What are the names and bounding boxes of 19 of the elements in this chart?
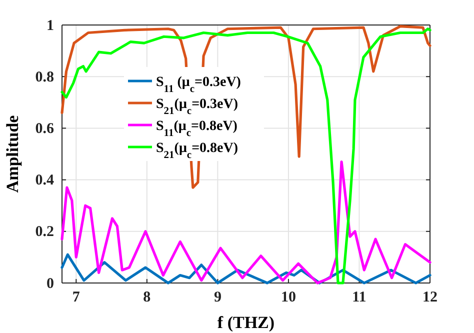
y-tick-label: 0.8 [35,69,54,86]
x-tick-label: 7 [72,290,80,306]
legend-label: S$_{21}$(μ$_{c}$=0.8eV) [156,141,238,160]
y-tick-label: 0.4 [35,172,54,189]
legend-label: S$_{21}$(μ$_{c}$=0.3eV) [156,97,238,116]
legend-label: S$_{11}$(μ$_{c}$=0.8eV) [156,119,238,138]
y-tick-label: 1 [46,18,54,34]
x-tick-label: 10 [280,290,296,306]
line-series [60,28,432,284]
x-tick-label: 8 [143,290,151,306]
x-tick-label: 11 [352,290,366,306]
y-axis-title: Amplitude [3,114,22,193]
legend-label: S$_{11}$ (μ$_{c}$=0.3eV) [156,75,242,94]
y-tick-label: 0 [46,276,54,292]
x-axis-title: f (THZ) [217,313,275,332]
x-tick-label: 9 [214,290,222,306]
x-tick-label: 12 [422,290,438,306]
y-tick-label: 0.2 [35,224,54,240]
y-tick-label: 0.6 [35,121,54,137]
